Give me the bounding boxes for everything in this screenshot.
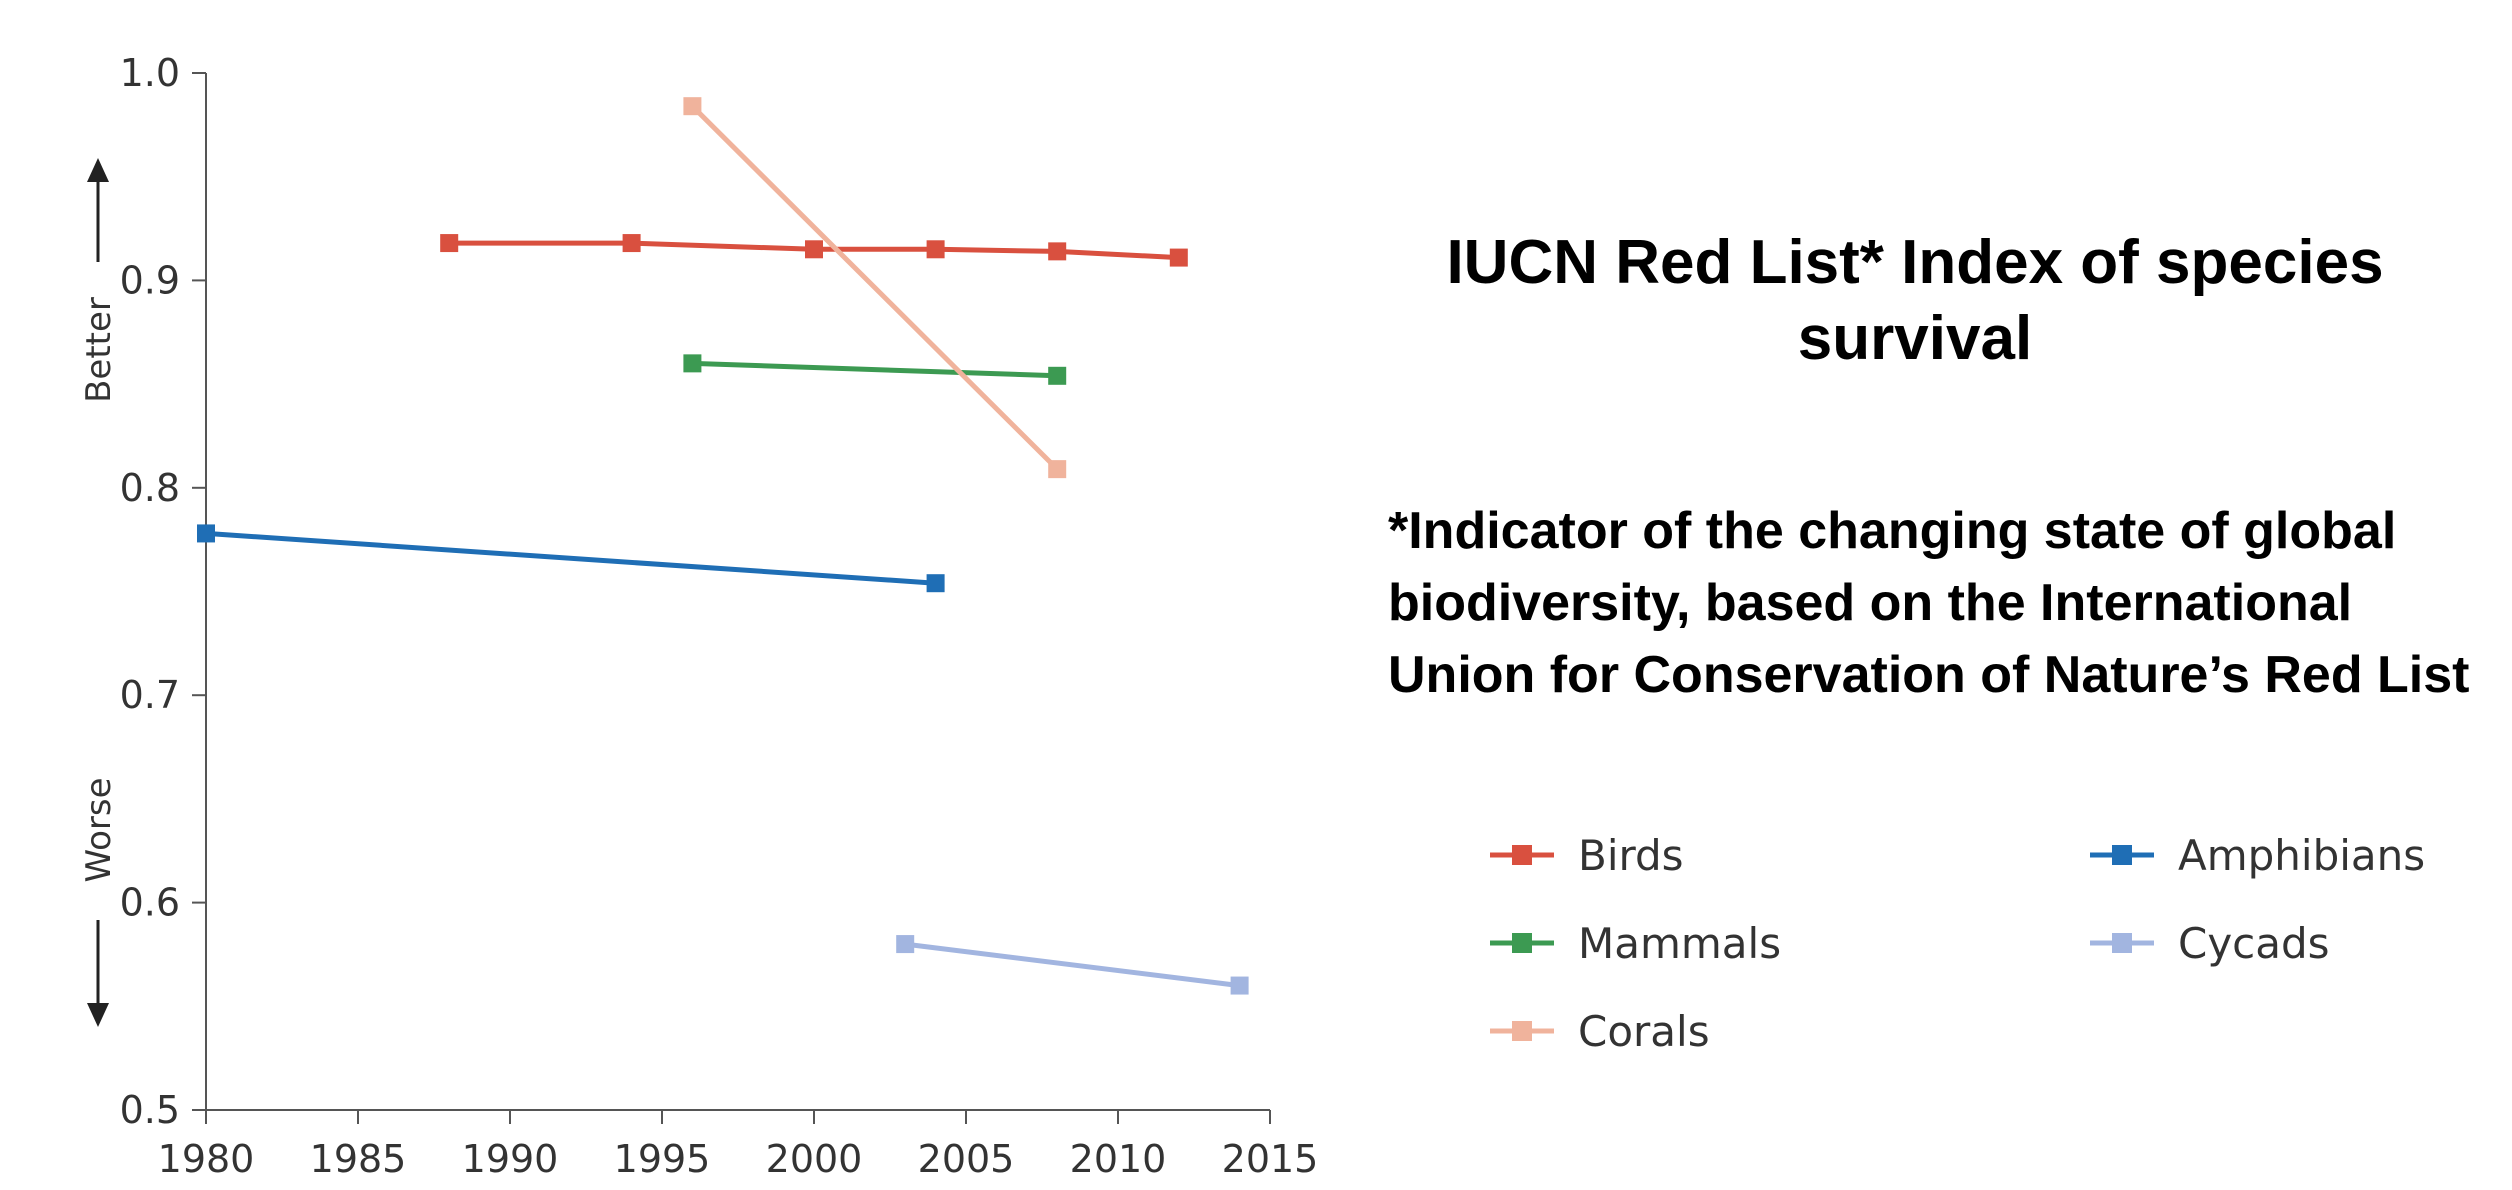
- better-label: Better: [79, 297, 119, 403]
- data-point-amphibians: [197, 524, 215, 543]
- legend-item-corals: Corals: [1490, 1007, 1710, 1056]
- x-tick-label: 1995: [614, 1137, 711, 1181]
- legend-swatch-marker-amphibians: [2112, 845, 2132, 865]
- data-point-mammals: [1048, 366, 1067, 385]
- legend-label-amphibians: Amphibians: [2178, 831, 2425, 880]
- data-point-mammals: [683, 354, 702, 373]
- legend: Birds Mammals Corals Amphibians Cycads: [1490, 831, 2425, 1056]
- series-line-cycads: [904, 941, 1240, 989]
- y-tick-label: 0.7: [120, 673, 180, 717]
- y-tick-label: 0.6: [120, 881, 180, 925]
- legend-label-corals: Corals: [1578, 1007, 1710, 1056]
- legend-swatch-marker-mammals: [1512, 933, 1532, 953]
- data-point-birds: [926, 240, 945, 259]
- data-point-amphibians: [926, 574, 945, 593]
- x-tick-label: 1980: [158, 1137, 255, 1181]
- data-point-corals: [683, 97, 702, 116]
- y-tick-label: 1.0: [120, 51, 180, 95]
- x-tick-label: 2010: [1070, 1137, 1167, 1181]
- legend-item-mammals: Mammals: [1490, 919, 1781, 968]
- plot-area: [197, 97, 1249, 995]
- legend-swatch-marker-birds: [1512, 845, 1532, 865]
- chart-title: IUCN Red List* Index of species survival: [1446, 228, 2384, 373]
- x-tick-label: 1985: [310, 1137, 407, 1181]
- chart-footnote: *Indicator of the changing state of glob…: [1388, 502, 2470, 704]
- axes: 0.5 0.6 0.7 0.8 0.9 1.0 1980 1985 1990 1995 2000 20…: [79, 51, 1318, 1181]
- up-arrow-icon: [87, 158, 109, 182]
- legend-swatch-marker-cycads: [2112, 933, 2132, 953]
- series-line-birds: [449, 240, 1179, 261]
- legend-item-birds: Birds: [1490, 831, 1684, 880]
- legend-swatch-marker-corals: [1512, 1021, 1532, 1041]
- y-tick-label: 0.8: [120, 466, 180, 510]
- data-point-birds: [1169, 248, 1188, 267]
- legend-item-cycads: Cycads: [2090, 919, 2330, 968]
- worse-label: Worse: [79, 777, 119, 882]
- legend-item-amphibians: Amphibians: [2090, 831, 2425, 880]
- chart: 0.5 0.6 0.7 0.8 0.9 1.0 1980 1985 1990 1995 2000 20…: [79, 51, 1318, 1181]
- y-tick-label: 0.9: [120, 258, 180, 302]
- data-point-birds: [440, 234, 459, 253]
- data-point-cycads: [896, 935, 915, 954]
- data-point-birds: [805, 240, 823, 259]
- data-point-cycads: [1230, 976, 1249, 995]
- series-line-amphibians: [205, 530, 936, 586]
- series-line-mammals: [692, 360, 1058, 379]
- legend-label-cycads: Cycads: [2178, 919, 2330, 968]
- down-arrow-icon: [87, 1003, 109, 1027]
- data-point-birds: [1048, 242, 1067, 261]
- y-tick-label: 0.5: [120, 1088, 180, 1132]
- legend-label-mammals: Mammals: [1578, 919, 1781, 968]
- x-tick-label: 1990: [462, 1137, 559, 1181]
- x-tick-label: 2000: [766, 1137, 863, 1181]
- legend-label-birds: Birds: [1578, 831, 1684, 880]
- x-tick-label: 2015: [1222, 1137, 1319, 1181]
- series-line-corals: [690, 104, 1059, 471]
- data-point-corals: [1048, 460, 1067, 479]
- data-point-birds: [622, 234, 641, 253]
- x-tick-label: 2005: [918, 1137, 1015, 1181]
